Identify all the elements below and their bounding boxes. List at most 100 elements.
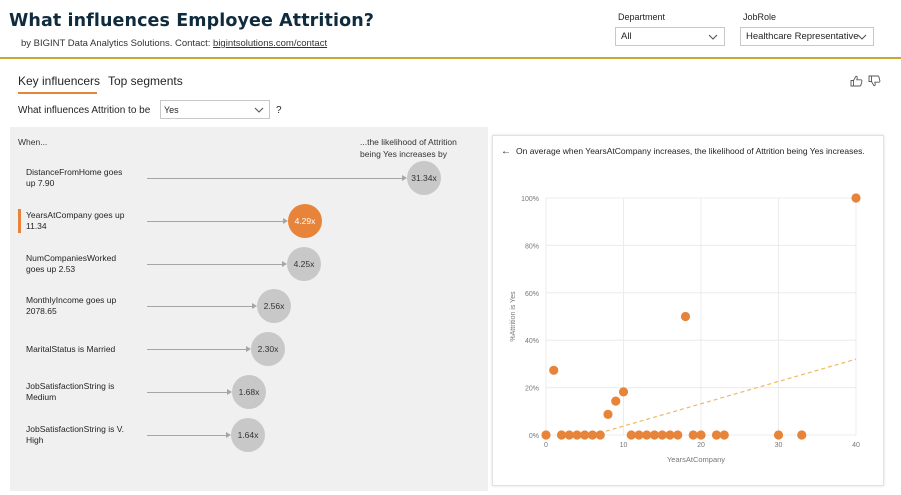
arrow-left-icon[interactable]: ← <box>501 146 511 157</box>
report-subtitle: by BIGINT Data Analytics Solutions. Cont… <box>21 38 327 49</box>
trend-line <box>592 358 857 436</box>
x-tick-label: 40 <box>852 442 860 449</box>
data-point <box>797 430 807 440</box>
data-point <box>696 430 706 440</box>
influencer-factor-bubble[interactable]: 2.30x <box>251 332 285 367</box>
influencer-label-line2: 11.34 <box>26 220 47 231</box>
influencer-label-line1: JobSatisfactionString is V. <box>26 423 124 434</box>
y-tick-label: 20% <box>525 386 539 393</box>
influencer-label-line2: Medium <box>26 392 57 402</box>
connector-arrowhead <box>283 217 288 224</box>
data-point <box>611 396 621 406</box>
influencer-label[interactable]: NumCompaniesWorked goes up 2.53 <box>26 253 136 275</box>
x-tick-label: 0 <box>544 442 548 449</box>
data-point <box>642 430 652 440</box>
department-slicer[interactable]: All <box>615 27 725 46</box>
influencer-connector-line <box>147 392 227 393</box>
influencer-label[interactable]: JobSatisfactionString is V. High <box>26 424 136 446</box>
connector-arrowhead <box>252 303 257 310</box>
influencer-label-line1: JobSatisfactionString is <box>26 381 115 391</box>
influencer-label[interactable]: YearsAtCompany goes up 11.34 <box>26 210 136 232</box>
contact-link[interactable]: bigintsolutions.com/contact <box>213 38 328 49</box>
when-label: When... <box>18 137 48 147</box>
likelihood-header-line2: being Yes increases by <box>360 149 447 159</box>
data-point <box>572 430 582 440</box>
influencer-factor-bubble[interactable]: 4.25x <box>287 246 321 281</box>
data-point <box>618 387 629 397</box>
tab-key-influencers[interactable]: Key influencers <box>18 74 101 88</box>
detail-description-text: On average when YearsAtCompany increases… <box>516 146 865 156</box>
influencer-label-line1: NumCompaniesWorked <box>26 252 117 263</box>
selected-row-indicator <box>18 208 21 233</box>
connector-arrowhead <box>226 431 231 438</box>
connector-arrowhead <box>227 389 232 395</box>
connector-arrowhead <box>402 175 407 181</box>
influencer-label[interactable]: JobSatisfactionString is Medium <box>26 381 136 403</box>
influencer-connector-line <box>147 349 246 351</box>
data-point <box>587 430 598 440</box>
jobrole-slicer-value: Healthcare Representative <box>746 31 859 42</box>
influencer-factor-bubble[interactable]: 1.64x <box>231 417 265 452</box>
y-tick-label: 0% <box>529 433 539 440</box>
attrition-value-dropdown[interactable]: Yes <box>160 100 270 119</box>
data-point <box>580 430 590 440</box>
attrition-scatter-chart: 0% 20% 40% 60% 80% 100% 0 10 20 30 40 YearsAtCompan… <box>510 193 861 464</box>
influencer-connector-line <box>147 220 283 222</box>
x-tick-label: 30 <box>775 442 783 449</box>
connector-arrowhead <box>282 260 287 267</box>
influencer-label-line2: goes up 2.53 <box>26 263 76 274</box>
data-point <box>665 430 675 440</box>
attrition-value: Yes <box>164 105 179 115</box>
header-divider <box>0 57 901 59</box>
data-point <box>649 430 660 440</box>
data-point <box>634 430 644 440</box>
influencer-label[interactable]: MaritalStatus is Married <box>26 344 136 355</box>
connector-arrowhead <box>246 346 251 353</box>
y-tick-label: 40% <box>525 338 539 345</box>
department-slicer-label: Department <box>618 12 666 22</box>
likelihood-header-line1: ...the likelihood of Attrition <box>360 137 457 147</box>
data-point <box>773 430 784 440</box>
chevron-down-icon <box>857 34 867 40</box>
data-point <box>549 365 559 375</box>
influencer-factor-bubble[interactable]: 4.29x <box>288 203 322 238</box>
influencer-connector-line <box>147 434 226 436</box>
x-tick-label: 20 <box>697 442 705 449</box>
analysis-question: What influences Attrition to be <box>18 105 151 116</box>
influencer-label-line2: up 7.90 <box>26 178 55 188</box>
likelihood-header: ...the likelihood of Attrition being Yes… <box>360 136 457 160</box>
y-axis-title: %Attrition is Yes <box>510 291 517 342</box>
influencer-label-line1: MonthlyIncome goes up <box>26 295 117 306</box>
jobrole-slicer-label: JobRole <box>743 12 777 22</box>
tab-top-segments[interactable]: Top segments <box>108 74 183 88</box>
thumbs-up-icon[interactable] <box>850 75 863 87</box>
data-point <box>626 430 636 440</box>
influencer-factor-bubble[interactable]: 2.56x <box>257 289 291 324</box>
detail-description: ← On average when YearsAtCompany increase… <box>501 146 865 157</box>
data-point <box>851 193 861 203</box>
data-point <box>564 430 574 440</box>
influencer-label-line1: DistanceFromHome goes <box>26 167 123 177</box>
chevron-down-icon <box>708 34 718 40</box>
data-point <box>556 430 567 440</box>
help-icon[interactable]: ? <box>276 105 282 116</box>
influencer-factor-bubble[interactable]: 1.68x <box>232 375 266 409</box>
key-influencers-list: When... ...the likelihood of Attrition b… <box>10 127 488 491</box>
influencer-label-line2: 2078.65 <box>26 306 57 317</box>
data-point <box>603 409 613 419</box>
influencer-label[interactable]: DistanceFromHome goes up 7.90 <box>26 167 136 189</box>
data-point <box>595 430 605 440</box>
influencer-label-line1: YearsAtCompany goes up <box>26 209 125 220</box>
thumbs-down-icon[interactable] <box>868 75 881 87</box>
influencer-label[interactable]: MonthlyIncome goes up 2078.65 <box>26 295 136 317</box>
active-tab-indicator <box>18 92 97 94</box>
influencer-detail-panel: ← On average when YearsAtCompany increase… <box>492 135 884 486</box>
chevron-down-icon <box>254 107 264 113</box>
x-tick-label: 10 <box>620 442 628 449</box>
y-tick-label: 60% <box>525 291 539 298</box>
department-slicer-value: All <box>621 31 632 42</box>
jobrole-slicer[interactable]: Healthcare Representative <box>740 27 874 46</box>
influencer-factor-bubble[interactable]: 31.34x <box>407 161 441 195</box>
subtitle-text: by BIGINT Data Analytics Solutions. Cont… <box>21 38 214 49</box>
